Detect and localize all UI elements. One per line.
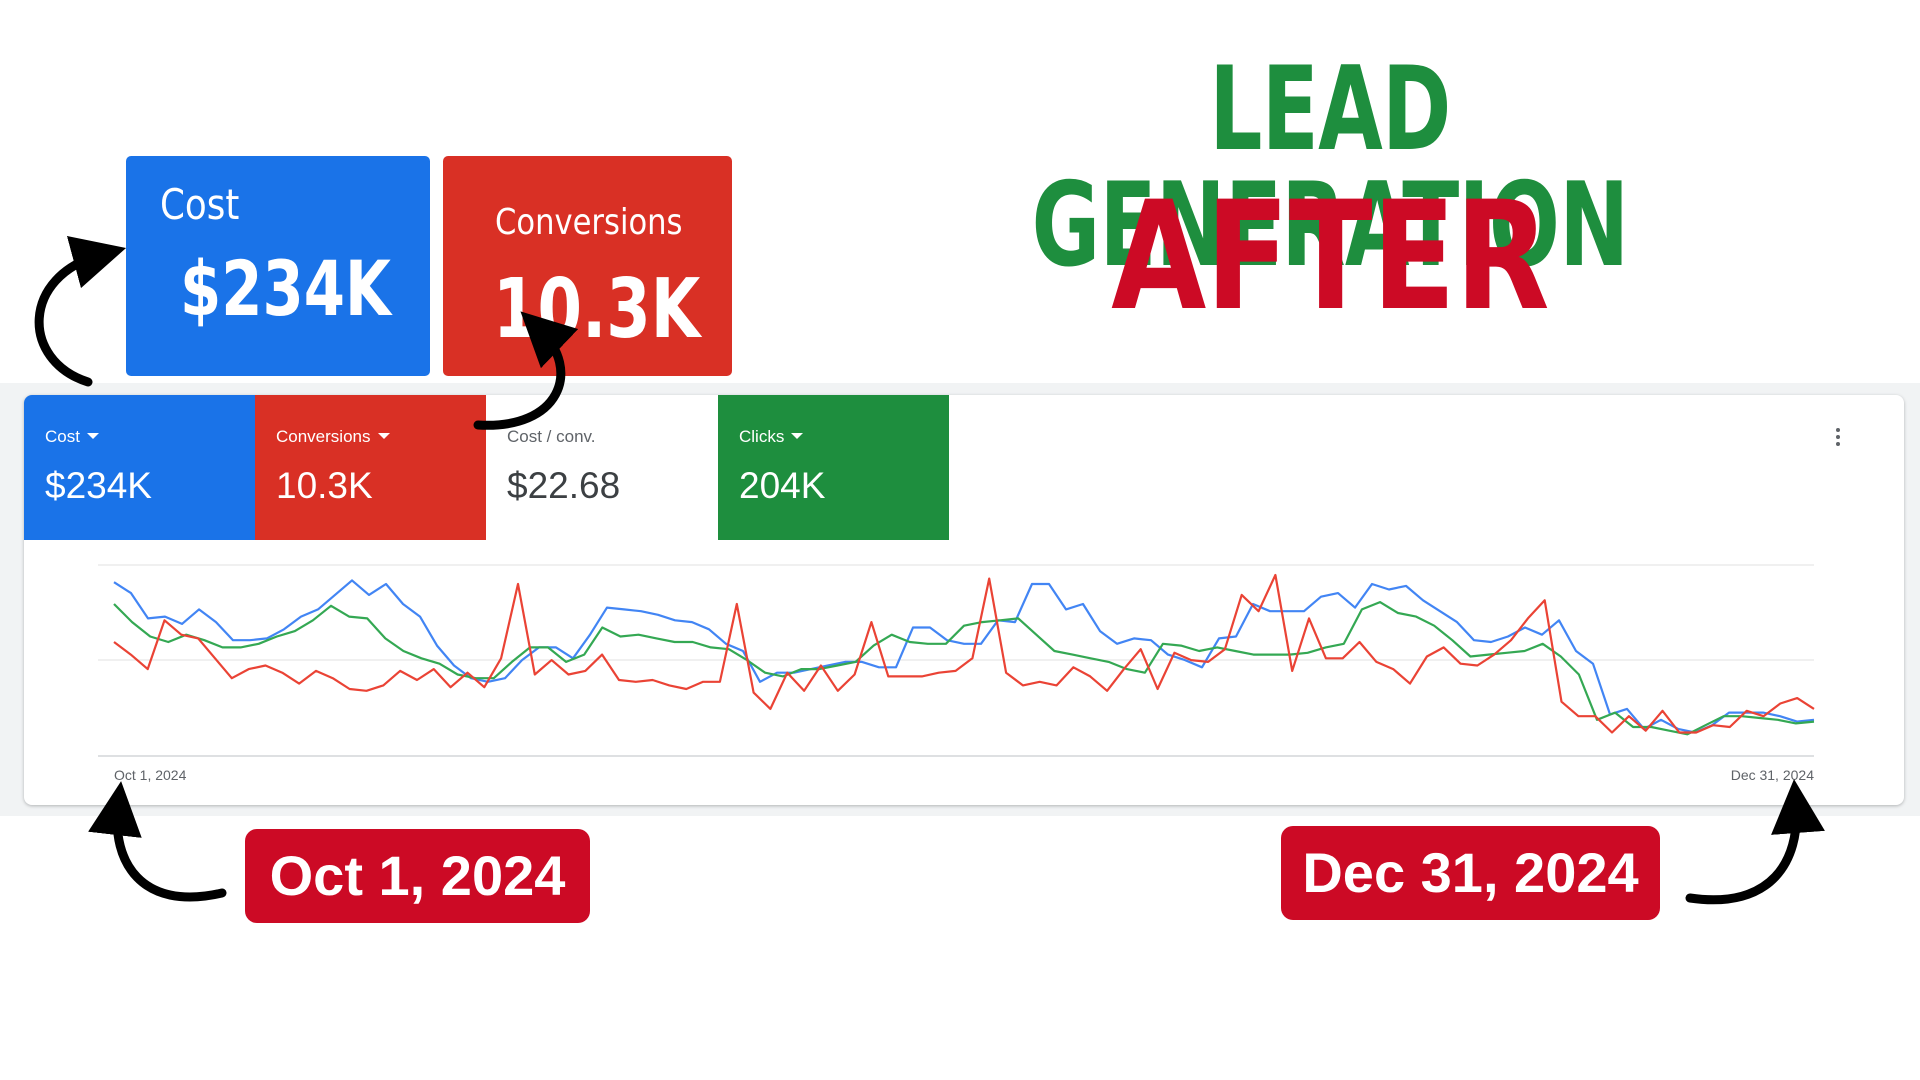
dropdown-caret-icon (791, 433, 804, 439)
callout-cost-value: $234K (180, 244, 391, 333)
kpi-cost-per-conv-value: $22.68 (507, 465, 621, 506)
arrow-icon (1685, 779, 1825, 905)
start-date-label: Oct 1, 2024 (245, 829, 590, 923)
chart-grid (98, 564, 1814, 757)
kpi-tile-cost[interactable]: Cost $234K (24, 395, 255, 540)
headline-line2: AFTER (1111, 170, 1550, 344)
x-tick-label-start: Oct 1, 2024 (114, 767, 187, 783)
series-line-2 (113, 600, 1815, 736)
kpi-clicks-label: Clicks (739, 427, 804, 447)
kpi-cost-value: $234K (45, 465, 152, 506)
arrow-icon (88, 781, 227, 902)
kpi-clicks-value: 204K (739, 465, 826, 506)
chart-series-group (113, 573, 1815, 736)
callout-cost-label: Cost (160, 180, 240, 229)
more-options-icon[interactable] (1832, 428, 1844, 454)
kpi-cost-per-conv-label: Cost / conv. (507, 427, 596, 446)
performance-panel: Cost $234K Conversions 10.3K Cost / conv… (24, 395, 1904, 805)
dropdown-caret-icon (377, 433, 390, 439)
kpi-conversions-value: 10.3K (276, 465, 373, 506)
callout-cost-card: Cost $234K (126, 156, 430, 376)
dropdown-caret-icon (86, 433, 99, 439)
series-line-3 (113, 573, 1815, 734)
kpi-tile-clicks[interactable]: Clicks 204K (718, 395, 949, 540)
kpi-tile-conversions[interactable]: Conversions 10.3K (255, 395, 486, 540)
arrow-icon (473, 311, 579, 430)
callout-conversions-card: Conversions 10.3K (443, 156, 732, 376)
kpi-cost-label: Cost (45, 427, 99, 447)
callout-conversions-label: Conversions (495, 202, 683, 243)
kpi-conversions-label: Conversions (276, 427, 390, 447)
series-line-1 (113, 579, 1815, 734)
end-date-label: Dec 31, 2024 (1281, 826, 1660, 920)
x-tick-label-end: Dec 31, 2024 (1731, 767, 1814, 783)
arrow-icon (34, 235, 127, 387)
headline-line1: LEAD GENERATION (1031, 42, 1629, 293)
